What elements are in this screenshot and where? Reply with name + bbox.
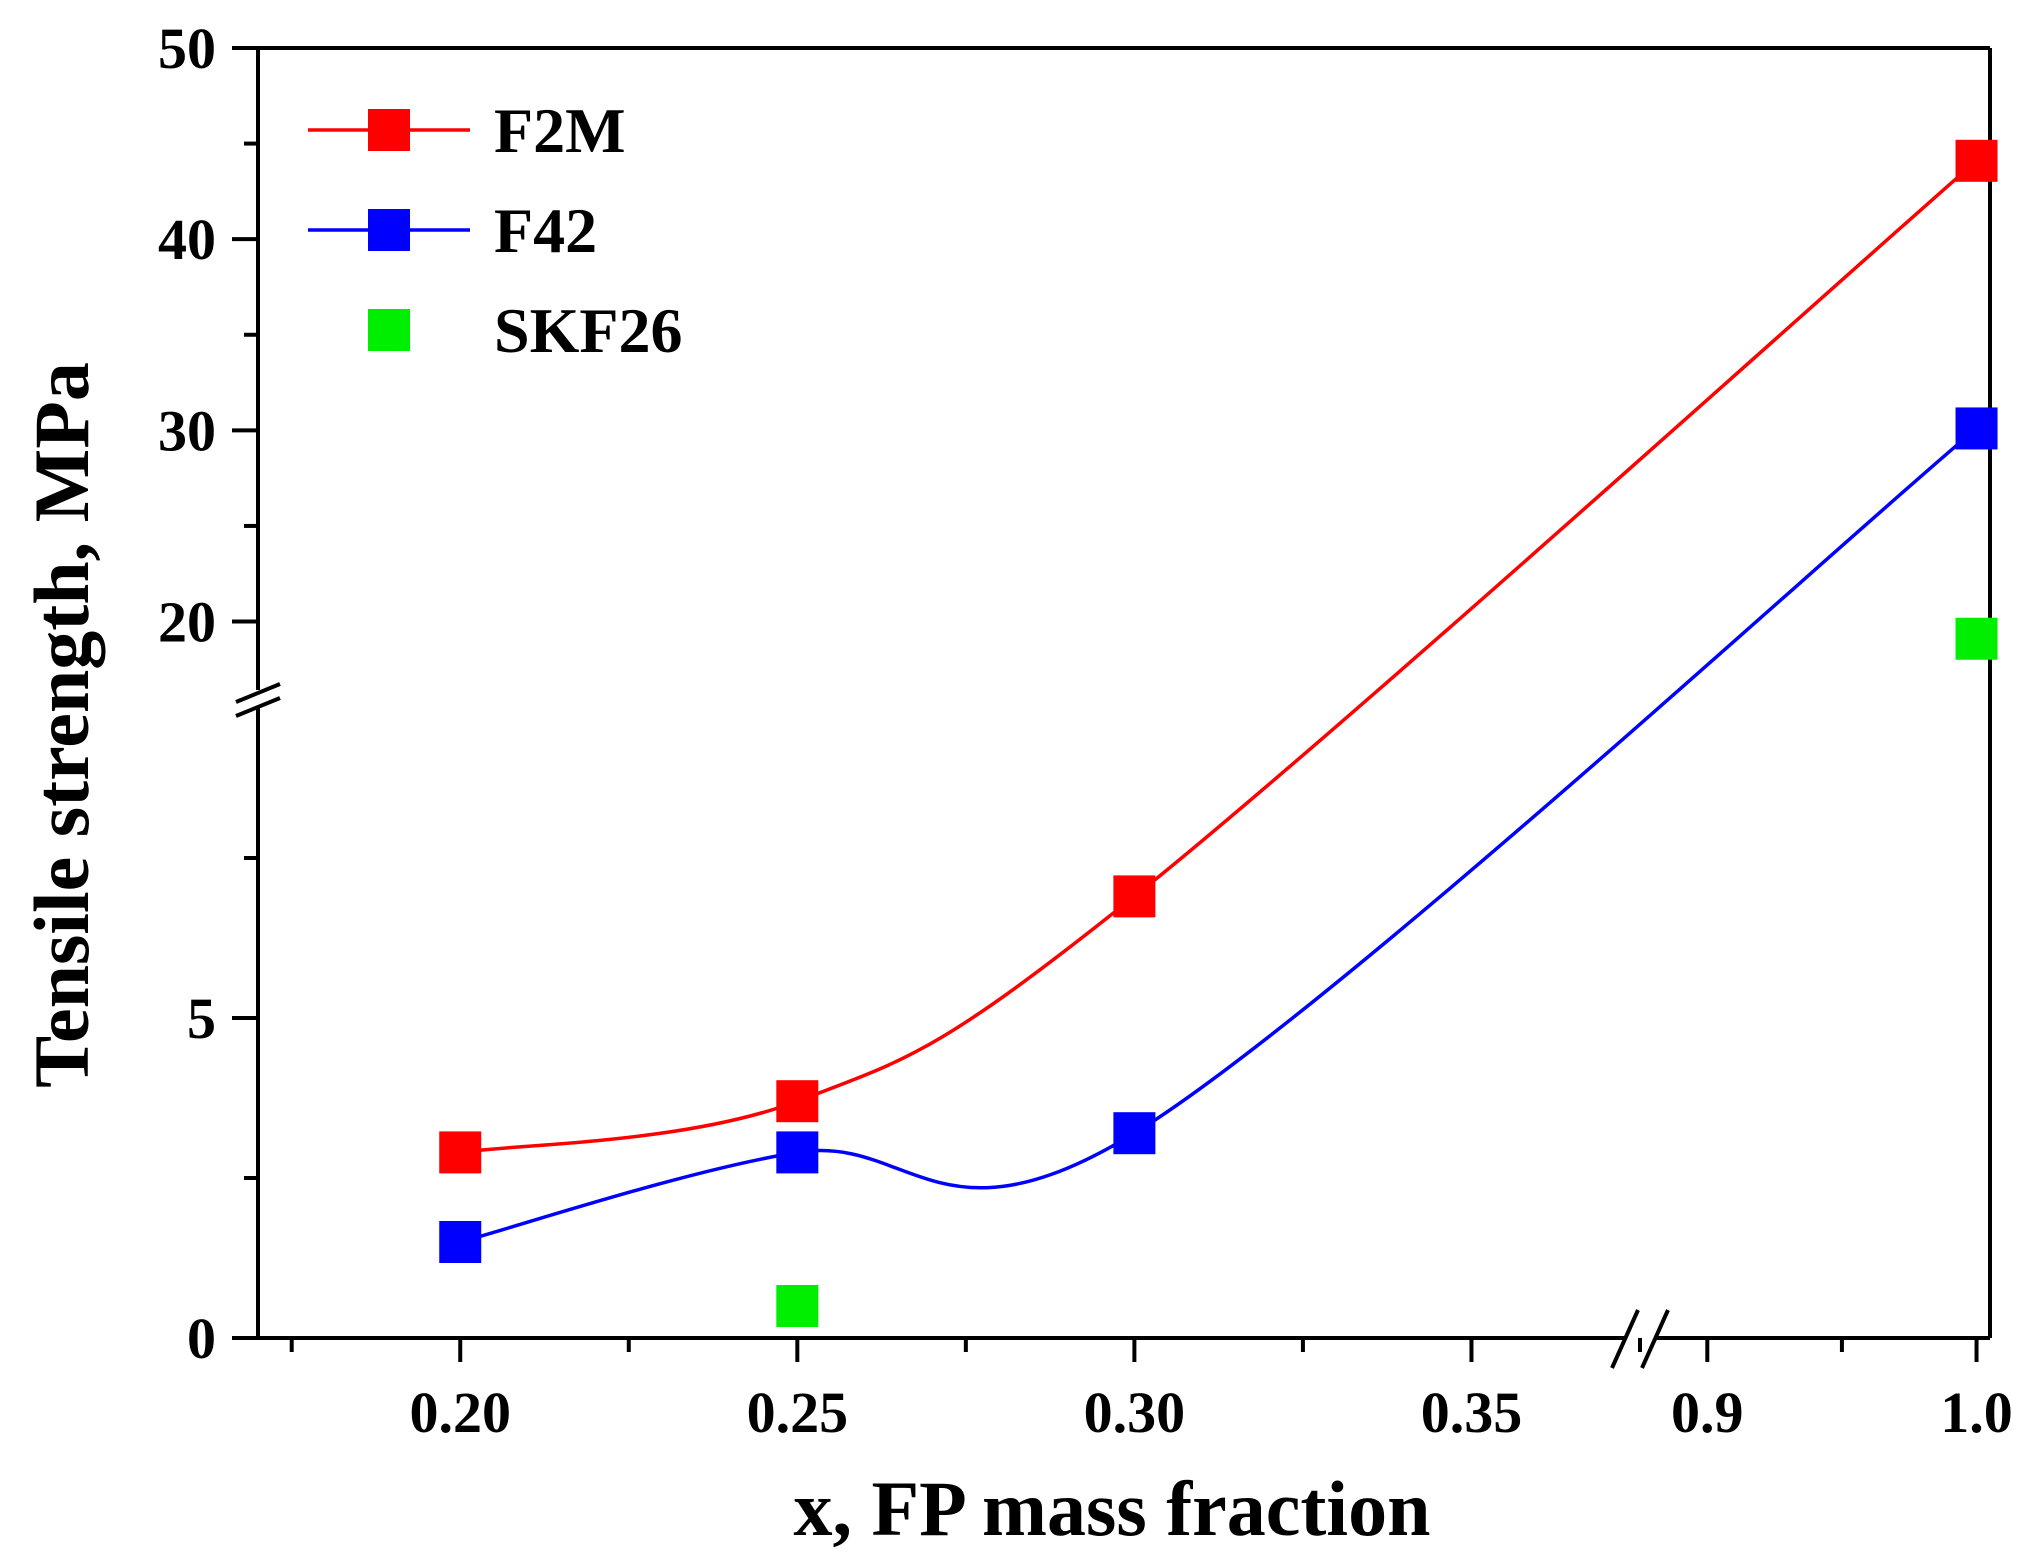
data-point-f42 (1113, 1112, 1156, 1155)
data-point-f42 (1955, 407, 1998, 450)
x-break-mark (1610, 1309, 1640, 1369)
data-point-skf26 (1955, 617, 1998, 660)
x-tick-label: 0.20 (409, 1380, 511, 1445)
legend-marker-f2m (368, 109, 410, 151)
x-break-mark (1640, 1309, 1670, 1369)
series-line-f2m (459, 159, 1978, 1155)
x-tick-label: 0.9 (1671, 1380, 1744, 1445)
legend-label-skf26: SKF26 (494, 295, 682, 366)
legend-label-f42: F42 (494, 195, 597, 266)
data-point-f42 (439, 1221, 482, 1263)
y-tick-label: 40 (158, 207, 216, 272)
data-point-skf26 (776, 1285, 819, 1327)
legend-label-f2m: F2M (494, 95, 626, 166)
legend-marker-skf26 (368, 309, 410, 351)
x-tick-label: 0.25 (747, 1380, 849, 1445)
data-point-f2m (1955, 139, 1998, 182)
y-tick-label: 50 (158, 16, 216, 81)
series (439, 139, 1998, 1327)
y-break-mark (235, 682, 281, 704)
data-point-f2m (1113, 875, 1156, 918)
data-point-f2m (776, 1080, 819, 1123)
data-point-f42 (776, 1131, 819, 1174)
data-point-f2m (439, 1131, 482, 1174)
legend-marker-f42 (368, 209, 410, 251)
y-axis-title: Tensile strength, MPa (18, 362, 105, 1088)
y-tick-label: 0 (187, 1306, 216, 1371)
y-tick-label: 20 (158, 590, 216, 655)
series-line-f42 (459, 427, 1978, 1244)
y-tick-label: 30 (158, 398, 216, 463)
legend: F2M F42 SKF26 (308, 95, 682, 366)
x-tick-label: 0.35 (1421, 1380, 1523, 1445)
x-axis-title: x, FP mass fraction (794, 1465, 1431, 1552)
x-tick-label: 1.0 (1940, 1380, 2013, 1445)
y-break-mark (235, 696, 281, 718)
axes: 0 5 20 30 40 50 0.20 0.25 0.30 0.35 0.9 1.0 (158, 16, 2013, 1445)
y-tick-label: 5 (187, 986, 216, 1051)
x-tick-label: 0.30 (1084, 1380, 1186, 1445)
